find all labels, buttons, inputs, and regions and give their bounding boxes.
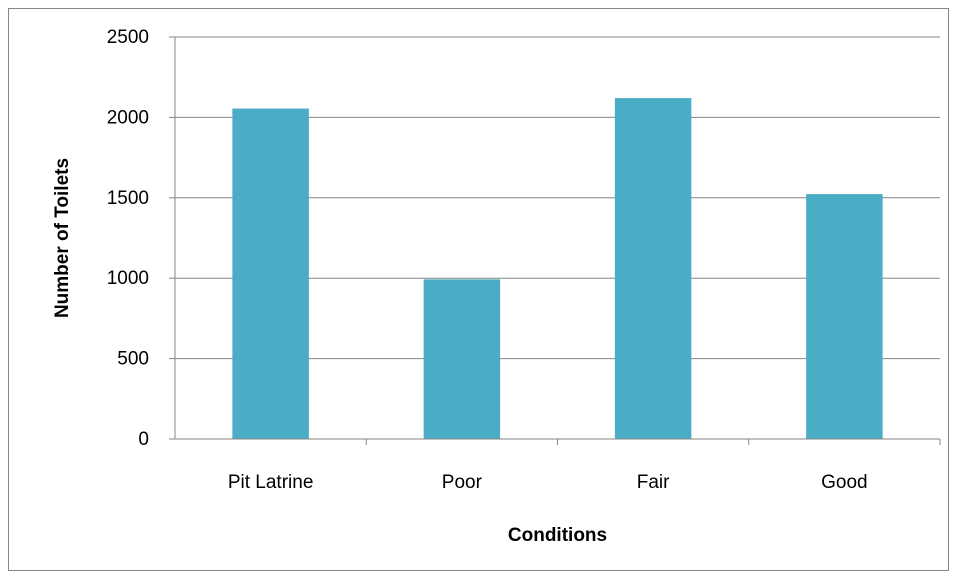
bars	[232, 98, 883, 439]
y-tick-label: 500	[117, 349, 149, 370]
bar-good	[806, 194, 883, 439]
y-tick-label: 2000	[107, 107, 149, 128]
x-tick-label: Fair	[637, 472, 670, 493]
y-tick-label: 2500	[107, 27, 149, 48]
x-tick-label: Good	[821, 472, 867, 493]
x-tick-labels: Pit Latrine Poor Fair Good	[228, 472, 868, 493]
x-axis-title: Conditions	[508, 525, 607, 546]
y-tick-labels: 0 500 1000 1500 2000 2500	[107, 27, 149, 450]
y-tick-label: 1000	[107, 268, 149, 289]
y-axis-title: Number of Toilets	[52, 158, 73, 318]
bar-pit-latrine	[232, 108, 309, 439]
x-tick-label: Pit Latrine	[228, 472, 314, 493]
bar-poor	[423, 279, 501, 439]
x-tick-label: Poor	[442, 472, 483, 493]
y-tick-label: 1500	[107, 188, 149, 209]
y-tick-label: 0	[138, 429, 149, 450]
bar-fair	[614, 98, 692, 439]
